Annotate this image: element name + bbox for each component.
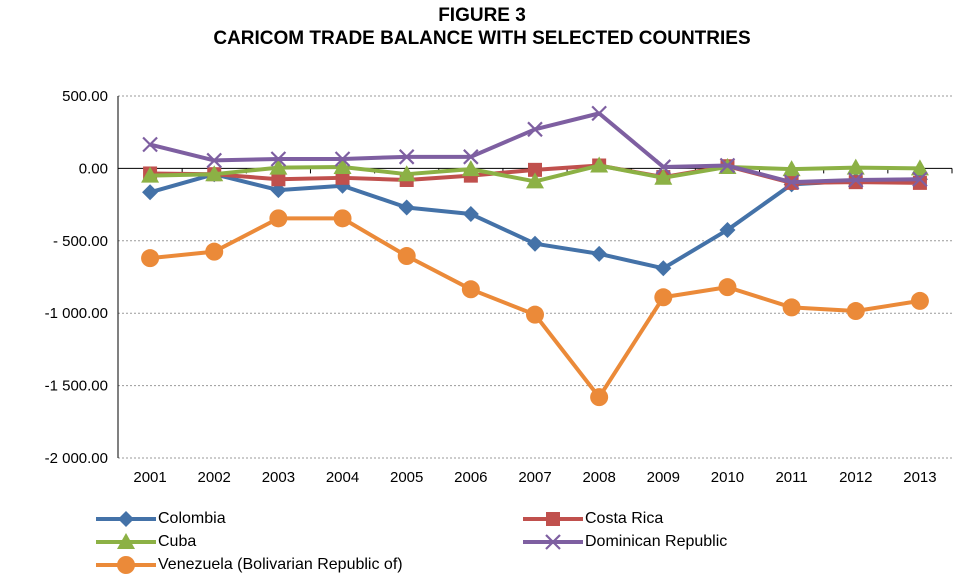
data-point [846,158,865,175]
y-tick-label: 500.00 [62,88,108,105]
data-point [719,221,736,238]
data-point [462,206,479,223]
data-point [206,152,223,169]
series-dominican-republic [142,105,928,190]
data-point [142,184,159,201]
data-point [398,199,415,216]
data-point [527,235,543,252]
data-point [205,165,224,182]
data-point [528,162,542,177]
data-point [271,172,286,187]
x-tick-label: 2011 [775,469,807,486]
data-point [655,260,672,277]
y-tick-label: 0.00 [79,160,108,177]
y-tick-label: -1 500.00 [45,378,108,395]
series-venezuela-bolivarian-republic-of [141,209,929,407]
chart-subtitle: CARICOM TRADE BALANCE WITH SELECTED COUN… [213,28,751,49]
data-point [205,242,224,261]
data-point [142,136,158,153]
data-point [141,166,160,183]
data-point [654,288,673,307]
x-tick-label: 2012 [839,469,872,486]
data-point [910,291,929,310]
data-point [141,249,160,268]
data-point [461,280,480,299]
x-tick-label: 2004 [326,469,359,486]
data-point [719,157,736,174]
data-point [782,298,801,317]
data-point [270,151,287,167]
data-point [461,160,480,177]
data-point [333,209,352,228]
data-point [782,160,801,177]
data-point [398,149,415,165]
x-tick-label: 2008 [582,469,615,486]
data-point [269,209,288,228]
x-tick-label: 2013 [903,469,936,486]
x-tick-label: 2005 [390,469,423,486]
x-tick-label: 2007 [518,469,551,486]
data-point [397,165,416,182]
data-point [912,171,928,188]
data-point [847,172,864,188]
data-point [848,175,863,190]
x-tick-label: 2006 [454,469,487,486]
data-point [526,172,544,189]
data-point [334,151,351,167]
data-point [590,156,609,173]
series-cuba [141,156,929,189]
data-point [910,159,929,176]
data-point [269,158,288,175]
data-point [463,149,479,165]
data-point [655,159,672,175]
y-tick-label: -2 000.00 [45,450,108,467]
x-tick-label: 2010 [711,469,744,486]
data-point [591,245,608,262]
x-tick-label: 2003 [262,469,295,486]
data-point [846,302,865,321]
data-point [527,121,543,138]
chart-titles: FIGURE 3 CARICOM TRADE BALANCE WITH SELE… [0,4,964,50]
data-point [333,157,352,174]
data-point [654,168,673,185]
y-tick-label: - 500.00 [53,233,108,250]
chart-title: FIGURE 3 [438,5,526,26]
data-point [591,105,607,122]
x-tick-label: 2009 [647,469,680,486]
x-tick-label: 2002 [198,469,231,486]
x-tick-label: 2001 [133,469,166,486]
data-point [335,170,350,185]
y-tick-label: -1 000.00 [45,305,108,322]
data-point [397,247,416,266]
data-point [590,388,609,407]
data-point [526,305,544,324]
data-point [718,278,737,297]
data-point [783,174,800,190]
